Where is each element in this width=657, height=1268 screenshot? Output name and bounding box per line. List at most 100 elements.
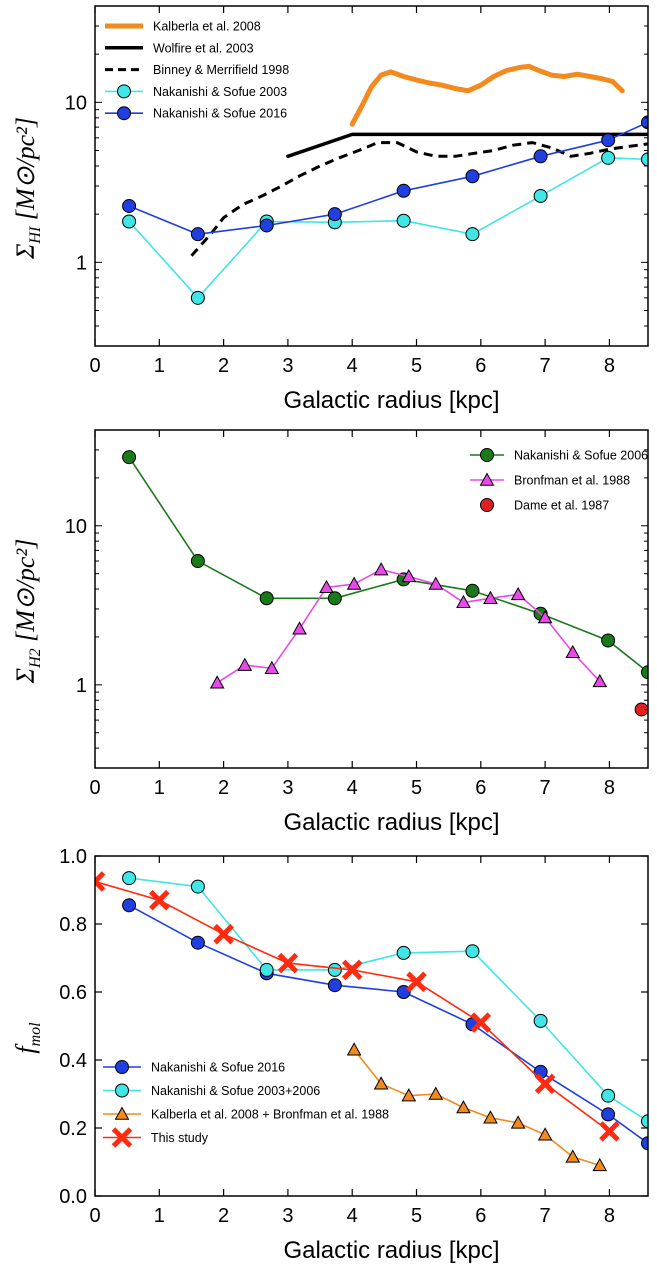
data-point-nakanishi-sofue-2003-2006	[190, 879, 205, 894]
data-point-nakanishi-sofue-2006	[465, 583, 480, 598]
legend-item-nakanishi-sofue-2016: Nakanishi & Sofue 2016	[105, 106, 287, 121]
y-tick-label: 0.8	[59, 914, 87, 936]
x-axis: 0 1 2 3 4 5 6 7 8 Galactic radius [kpc]	[89, 430, 615, 836]
y-tick-label: 0.6	[59, 982, 87, 1004]
legend-label: Dame et al. 1987	[514, 499, 609, 513]
x-axis-label: Galactic radius [kpc]	[283, 387, 499, 414]
y-axis-label: fmol	[11, 1022, 44, 1054]
data-point-kalberla-et-al-2008-bronfman-et-al-1988	[428, 1086, 444, 1100]
data-point-this-study	[95, 871, 106, 892]
x-tick-label: 1	[154, 1205, 165, 1227]
data-point-nakanishi-sofue-2003	[190, 290, 205, 305]
data-point-nakanishi-sofue-2016	[122, 898, 137, 913]
data-point-nakanishi-sofue-2016	[641, 1136, 648, 1151]
x-tick-label: 2	[218, 777, 229, 799]
legend-item-kalberla-et-al-2008-bronfman-et-al-1988: Kalberla et al. 2008 + Bronfman et al. 1…	[103, 1106, 389, 1122]
x-tick-label: 0	[89, 1205, 100, 1227]
data-point-bronfman-et-al-1988	[373, 562, 389, 576]
data-point-nakanishi-sofue-2016	[465, 169, 480, 184]
y-tick-label: 1.0	[59, 846, 87, 868]
legend-item-kalberla-et-al-2008: Kalberla et al. 2008	[105, 20, 261, 34]
data-point-kalberla-et-al-2008-bronfman-et-al-1988	[456, 1100, 471, 1114]
x-marker-stroke	[406, 971, 427, 993]
data-point-nakanishi-sofue-2016	[259, 218, 274, 233]
data-point-nakanishi-sofue-2006	[190, 554, 205, 569]
data-point-this-study	[277, 952, 299, 974]
data-point-bronfman-et-al-1988	[592, 673, 608, 688]
data-point-bronfman-et-al-1988	[483, 590, 498, 604]
data-point-bronfman-et-al-1988	[237, 657, 253, 671]
x-marker-stroke	[95, 877, 106, 892]
series-nakanishi-sofue-2003	[122, 150, 648, 305]
data-point-nakanishi-sofue-2006	[327, 591, 342, 606]
plot-area	[122, 450, 648, 717]
plot-area	[95, 871, 648, 1172]
x-tick-label: 5	[411, 1205, 422, 1227]
data-point-this-study	[341, 959, 363, 981]
data-point-bronfman-et-al-1988	[456, 594, 471, 609]
data-point-nakanishi-sofue-2016	[641, 115, 648, 130]
x-tick-label: 4	[347, 777, 358, 799]
legend-item-nakanishi-sofue-2016: Nakanishi & Sofue 2016	[103, 1060, 285, 1075]
series-line-kalberla-et-al-2008	[349, 63, 625, 127]
data-point-this-study	[149, 889, 170, 911]
x-tick-label: 8	[604, 1205, 615, 1227]
data-point-nakanishi-sofue-2016	[327, 978, 342, 993]
y-tick-label: 10	[65, 516, 87, 538]
series-nakanishi-sofue-2016	[122, 115, 648, 242]
legend-swatch-marker	[480, 498, 494, 512]
legend-label: Nakanishi & Sofue 2016	[153, 107, 287, 121]
series-dame-et-al-1987	[634, 702, 648, 717]
legend-swatch-marker	[479, 472, 495, 486]
x-tick-label: 8	[604, 777, 615, 799]
data-point-bronfman-et-al-1988	[510, 586, 526, 601]
data-point-nakanishi-sofue-2016	[601, 133, 616, 148]
x-marker-stroke	[599, 1121, 620, 1142]
data-point-nakanishi-sofue-2003-2006	[465, 944, 480, 959]
x-tick-label: 0	[89, 355, 100, 377]
legend: Nakanishi & Sofue 2016 Nakanishi & Sofue …	[103, 1060, 389, 1148]
x-tick-label: 3	[282, 1205, 293, 1227]
data-point-nakanishi-sofue-2016	[327, 207, 342, 222]
data-point-bronfman-et-al-1988	[346, 576, 362, 590]
data-point-bronfman-et-al-1988	[209, 675, 225, 689]
y-axis: 0.0 0.2 0.4 0.6 0.8 1.0 fmol	[11, 846, 648, 1208]
x-tick-label: 7	[540, 777, 551, 799]
data-point-nakanishi-sofue-2006	[122, 450, 137, 465]
legend-swatch-marker	[114, 1106, 130, 1120]
x-tick-label: 1	[154, 777, 165, 799]
data-point-kalberla-et-al-2008-bronfman-et-al-1988	[565, 1149, 581, 1163]
legend-label: Nakanishi & Sofue 2003	[153, 85, 287, 99]
x-tick-label: 0	[89, 777, 100, 799]
x-axis-label: Galactic radius [kpc]	[283, 809, 499, 836]
data-point-this-study	[213, 923, 234, 945]
series-nakanishi-sofue-2016	[122, 898, 648, 1151]
data-point-this-study	[599, 1121, 620, 1142]
x-tick-label: 5	[411, 355, 422, 377]
data-point-nakanishi-sofue-2003-2006	[259, 962, 274, 977]
data-point-nakanishi-sofue-2003	[533, 188, 548, 203]
legend: Kalberla et al. 2008 Wolfire et al. 2003 B…	[105, 20, 289, 121]
data-point-kalberla-et-al-2008-bronfman-et-al-1988	[537, 1127, 553, 1141]
x-axis-label: Galactic radius [kpc]	[283, 1237, 499, 1264]
y-axis-label: ΣHI [M⊙/pc²]	[11, 117, 44, 260]
data-point-kalberla-et-al-2008-bronfman-et-al-1988	[483, 1110, 498, 1124]
y-axis: 1 10 ΣHI [M⊙/pc²]	[11, 5, 648, 347]
data-point-bronfman-et-al-1988	[319, 579, 334, 594]
plot-frame	[94, 5, 649, 347]
y-tick-label: 10	[65, 92, 87, 114]
panel-hi-surface-density: 0 1 2 3 4 5 6 7 8 Galactic radius [kpc] 1 10 ΣHI [M⊙…	[11, 5, 649, 414]
legend-item-nakanishi-sofue-2006: Nakanishi & Sofue 2006	[470, 448, 648, 463]
data-point-this-study	[470, 1012, 492, 1033]
data-point-nakanishi-sofue-2016	[601, 1107, 616, 1122]
x-marker-stroke	[277, 952, 299, 974]
legend-swatch-marker	[117, 106, 131, 121]
data-point-nakanishi-sofue-2016	[533, 149, 548, 164]
legend-item-wolfire-et-al-2003: Wolfire et al. 2003	[105, 41, 254, 55]
x-tick-label: 7	[540, 1205, 551, 1227]
data-point-nakanishi-sofue-2003-2006	[601, 1088, 616, 1103]
data-point-bronfman-et-al-1988	[264, 660, 280, 675]
series-this-study	[95, 871, 620, 1142]
x-marker-stroke	[341, 959, 363, 981]
